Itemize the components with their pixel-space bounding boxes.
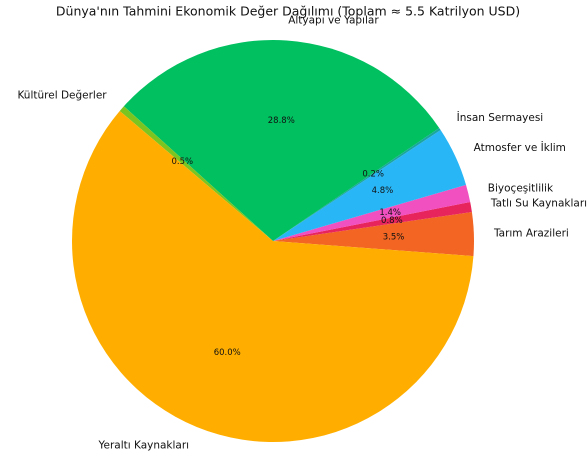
percent-label: 60.0% (214, 348, 241, 358)
percent-label: 1.4% (379, 208, 401, 218)
slice-label: Tatlı Su Kaynakları (490, 198, 587, 210)
percent-label: 3.5% (383, 232, 405, 242)
percent-label: 4.8% (372, 186, 394, 196)
percent-label: 0.5% (171, 157, 193, 167)
percent-label: 0.8% (381, 216, 403, 226)
pie-slice (123, 40, 440, 242)
percent-label: 0.2% (362, 169, 384, 179)
chart-title: Dünya'nın Tahmini Ekonomik Değer Dağılım… (56, 4, 520, 19)
pie-slice (273, 130, 466, 241)
slice-label: Atmosfer ve İklim (474, 141, 566, 154)
pie-slice (119, 106, 273, 241)
pie-slice (273, 211, 474, 257)
slice-label: Tarım Arazileri (493, 227, 569, 239)
slice-label: Biyoçeşitlilik (488, 183, 554, 195)
pie-slice (273, 202, 472, 241)
slice-label: İnsan Sermayesi (457, 111, 544, 124)
pie-slice (273, 184, 471, 241)
pie-slice (71, 110, 474, 443)
pie-slice (273, 127, 441, 241)
slice-label: Altyapı ve Yapılar (288, 14, 379, 26)
slice-label: Kültürel Değerler (17, 89, 107, 101)
percent-label: 28.8% (268, 116, 295, 126)
slice-label: Yeraltı Kaynakları (97, 440, 189, 452)
